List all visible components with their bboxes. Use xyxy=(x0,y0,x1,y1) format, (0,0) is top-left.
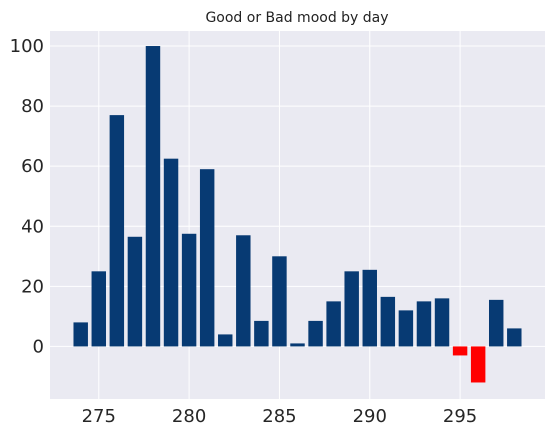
bar-288 xyxy=(326,301,341,347)
bar-275 xyxy=(91,271,107,347)
x-tick-label-285: 285 xyxy=(262,406,296,427)
x-tick-labels: 275 280 285 290 295 xyxy=(82,406,478,427)
x-tick-label-295: 295 xyxy=(443,406,477,427)
bar-297 xyxy=(488,299,504,347)
bar-284 xyxy=(254,320,269,347)
bar-280 xyxy=(181,233,197,347)
bar-279 xyxy=(163,158,179,347)
bar-286 xyxy=(290,343,305,347)
bar-296 xyxy=(470,346,486,383)
y-tick-label-60: 60 xyxy=(21,156,44,177)
y-tick-labels: 0 20 40 60 80 100 xyxy=(10,36,44,357)
bar-281 xyxy=(199,169,215,347)
y-tick-label-20: 20 xyxy=(21,276,44,297)
bar-283 xyxy=(236,235,251,347)
chart-title: Good or Bad mood by day xyxy=(205,10,388,26)
bar-287 xyxy=(308,320,323,347)
x-tick-label-290: 290 xyxy=(353,406,387,427)
bar-294 xyxy=(434,298,450,347)
y-tick-label-40: 40 xyxy=(21,216,44,237)
bar-292 xyxy=(398,310,414,347)
y-tick-label-100: 100 xyxy=(10,36,44,57)
bar-274 xyxy=(73,322,88,347)
bar-277 xyxy=(127,236,143,347)
bar-291 xyxy=(380,296,396,347)
bar-289 xyxy=(344,271,359,347)
x-tick-label-280: 280 xyxy=(172,406,206,427)
bar-278 xyxy=(145,46,161,347)
bar-285 xyxy=(272,256,287,347)
x-tick-label-275: 275 xyxy=(82,406,116,427)
bar-276 xyxy=(109,115,125,347)
bar-290 xyxy=(362,269,377,347)
y-tick-label-80: 80 xyxy=(21,96,44,117)
bar-295 xyxy=(452,346,468,356)
bar-282 xyxy=(218,334,233,347)
bars xyxy=(73,46,522,383)
bar-298 xyxy=(507,328,522,347)
bar-293 xyxy=(416,301,432,347)
y-tick-label-0: 0 xyxy=(33,336,44,357)
